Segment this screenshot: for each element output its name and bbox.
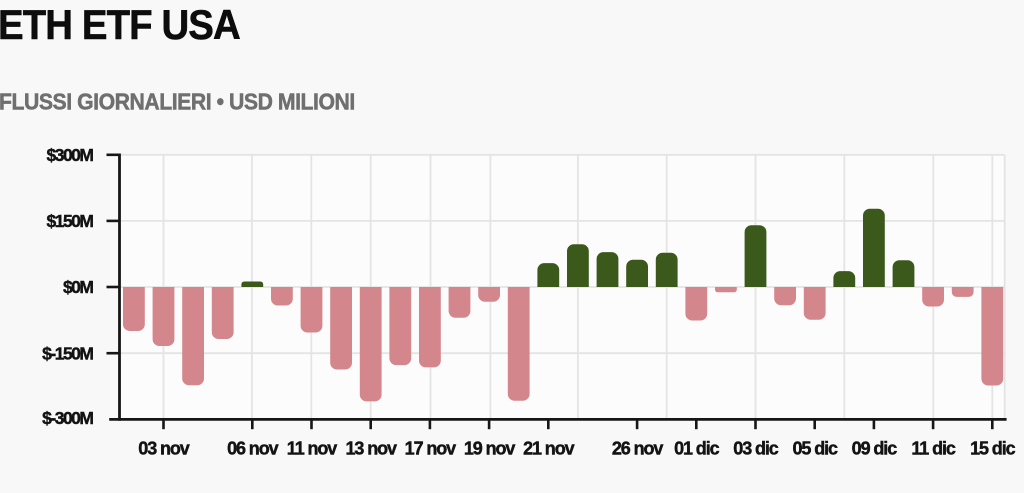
svg-text:ETH ETF USA: ETH ETF USA [0,1,240,48]
svg-text:01 dic: 01 dic [674,438,720,458]
svg-text:06 nov: 06 nov [227,438,279,458]
svg-text:FLUSSI GIORNALIERI • USD MILIO: FLUSSI GIORNALIERI • USD MILIONI [0,89,355,115]
svg-text:03 dic: 03 dic [733,438,779,458]
svg-text:03 nov: 03 nov [138,438,190,458]
svg-text:13 nov: 13 nov [345,438,397,458]
svg-text:$300M: $300M [46,145,93,165]
svg-text:19 nov: 19 nov [464,438,516,458]
svg-text:$-150M: $-150M [42,343,93,363]
svg-text:21 nov: 21 nov [523,438,575,458]
svg-text:11 dic: 11 dic [911,438,956,458]
svg-text:11 nov: 11 nov [287,438,338,458]
svg-text:$0M: $0M [63,277,93,297]
svg-text:$-300M: $-300M [42,408,93,428]
svg-text:05 dic: 05 dic [792,438,838,458]
svg-text:17 nov: 17 nov [405,438,457,458]
svg-text:26 nov: 26 nov [612,438,664,458]
svg-text:15 dic: 15 dic [970,438,1016,458]
svg-text:$150M: $150M [46,211,93,231]
svg-text:09 dic: 09 dic [852,438,898,458]
